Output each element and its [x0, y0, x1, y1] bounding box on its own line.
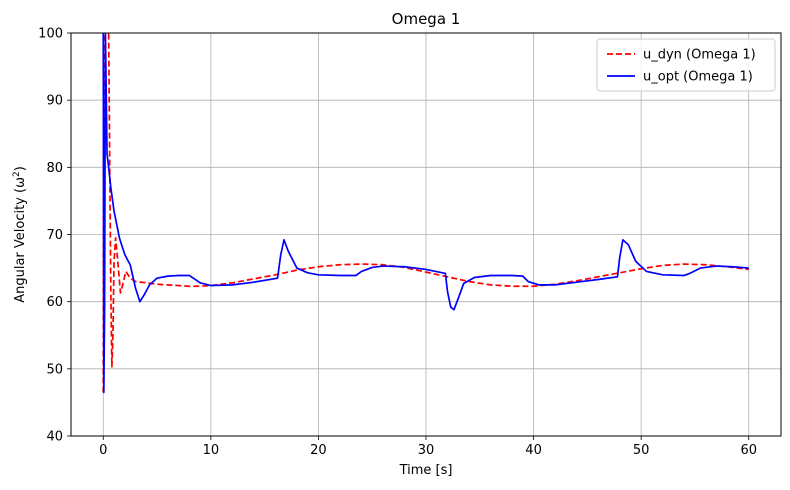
y-tick-label: 90 [46, 94, 63, 109]
y-tick-label: 70 [46, 228, 63, 243]
y-tick-label: 100 [38, 27, 63, 42]
x-tick-label: 60 [740, 443, 757, 458]
y-tick-label: 40 [46, 430, 63, 445]
plot-area [102, 33, 749, 394]
y-tick-label: 60 [46, 295, 63, 310]
chart-title: Omega 1 [392, 10, 461, 28]
x-axis-label: Time [s] [399, 463, 453, 478]
x-axis-ticks: 0 10 20 30 40 50 60 [99, 436, 757, 458]
series-line-u-dyn [102, 33, 749, 393]
y-axis-ticks: 40 50 60 70 80 90 100 [38, 27, 71, 445]
y-tick-label: 50 [46, 362, 63, 377]
legend: u_dyn (Omega 1) u_opt (Omega 1) [596, 38, 776, 92]
x-tick-label: 30 [418, 443, 435, 458]
series-line-u-opt [102, 33, 749, 394]
x-tick-label: 20 [310, 443, 327, 458]
x-tick-label: 40 [525, 443, 542, 458]
x-tick-label: 10 [203, 443, 220, 458]
grid [71, 32, 781, 437]
y-tick-label: 80 [46, 161, 63, 176]
x-tick-label: 50 [633, 443, 650, 458]
legend-label: u_dyn (Omega 1) [643, 48, 756, 63]
y-axis-label: Angular Velocity (ω2) [12, 166, 28, 303]
legend-label: u_opt (Omega 1) [643, 70, 753, 85]
x-tick-label: 0 [99, 443, 107, 458]
legend-box [596, 38, 776, 92]
